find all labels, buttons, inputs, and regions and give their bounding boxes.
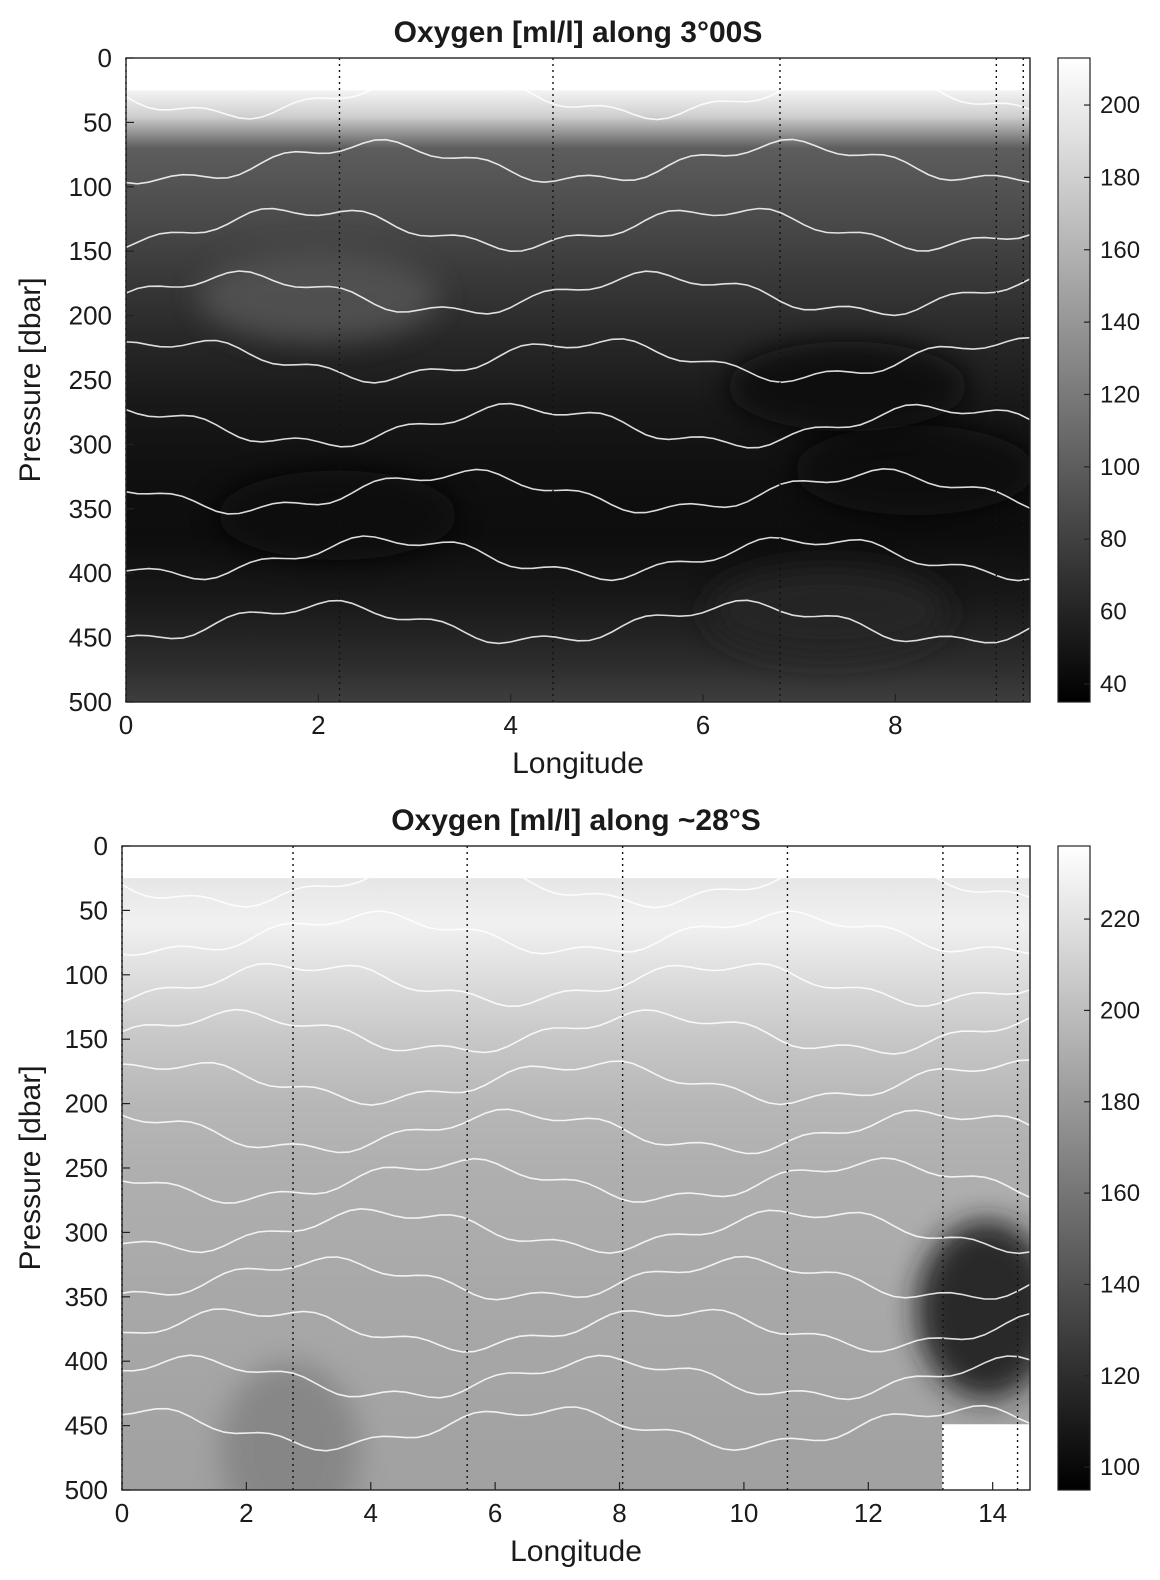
- y-tick-label: 250: [69, 365, 112, 395]
- x-tick-label: 0: [119, 710, 133, 740]
- colorbar-tick-label: 180: [1100, 1089, 1140, 1116]
- y-tick-label: 450: [65, 1411, 108, 1441]
- colorbar-tick-label: 60: [1100, 599, 1127, 626]
- y-tick-label: 350: [65, 1282, 108, 1312]
- colorbar-tick-label: 160: [1100, 1180, 1140, 1207]
- contour-line: [122, 910, 1030, 957]
- x-tick-label: 6: [488, 1498, 502, 1528]
- colorbar: [1057, 845, 1091, 1491]
- x-tick-label: 14: [978, 1498, 1007, 1528]
- y-tick-label: 0: [98, 43, 112, 73]
- contour-line: [126, 207, 1030, 253]
- contour-line: [126, 74, 1030, 121]
- colorbar-tick-label: 80: [1100, 526, 1127, 553]
- colorbar-tick-label: 120: [1100, 1363, 1140, 1390]
- y-tick-label: 200: [65, 1089, 108, 1119]
- feature-blob: [219, 1361, 360, 1490]
- chart-title: Oxygen [ml/l] along 3°00S: [394, 16, 763, 49]
- x-tick-label: 4: [364, 1498, 378, 1528]
- y-tick-label: 500: [65, 1475, 108, 1505]
- feature-blob: [708, 566, 949, 657]
- y-tick-label: 400: [65, 1346, 108, 1376]
- x-axis-label: Longitude: [512, 747, 644, 780]
- feature-blob: [198, 251, 439, 342]
- feature-blob: [727, 341, 968, 432]
- contour-field: [126, 58, 1030, 702]
- feature-blob: [916, 1219, 1030, 1400]
- y-tick-label: 150: [69, 236, 112, 266]
- colorbar: [1057, 57, 1091, 703]
- colorbar-tick-label: 100: [1100, 454, 1140, 481]
- chart-title: Oxygen [ml/l] along ~28°S: [391, 804, 761, 837]
- x-tick-label: 0: [115, 1498, 129, 1528]
- y-axis-label: Pressure [dbar]: [14, 1065, 47, 1270]
- contour-line: [122, 1108, 1030, 1155]
- x-tick-label: 2: [239, 1498, 253, 1528]
- contour-line: [122, 862, 1030, 909]
- y-tick-label: 250: [65, 1153, 108, 1183]
- x-tick-label: 10: [729, 1498, 758, 1528]
- contour-line: [126, 138, 1030, 185]
- y-tick-label: 350: [69, 494, 112, 524]
- x-tick-label: 8: [612, 1498, 626, 1528]
- contour-line: [126, 270, 1030, 317]
- contour-line: [126, 535, 1030, 582]
- x-tick-label: 2: [311, 710, 325, 740]
- contour-line: [122, 1404, 1030, 1452]
- y-axis-label: Pressure [dbar]: [14, 277, 47, 482]
- y-tick-label: 100: [69, 172, 112, 202]
- contour-line: [122, 1255, 1030, 1301]
- contour-line: [122, 1059, 1030, 1106]
- y-tick-label: 50: [79, 895, 108, 925]
- contour-line: [126, 599, 1030, 645]
- y-tick-label: 300: [69, 429, 112, 459]
- no-data-patch: [942, 1424, 1030, 1490]
- chart-oxygen-28s: Oxygen [ml/l] along ~28°S0 2 4 6 8 10 12 140501…: [14, 804, 1140, 1568]
- colorbar-tick-label: 160: [1100, 237, 1140, 264]
- y-tick-label: 300: [65, 1217, 108, 1247]
- x-axis-label: Longitude: [510, 1535, 642, 1568]
- colorbar-tick-label: 200: [1100, 997, 1140, 1024]
- y-tick-label: 450: [69, 623, 112, 653]
- x-tick-label: 6: [696, 710, 710, 740]
- colorbar-tick-label: 140: [1100, 309, 1140, 336]
- y-tick-label: 100: [65, 960, 108, 990]
- colorbar-tick-label: 220: [1100, 906, 1140, 933]
- y-tick-label: 500: [69, 687, 112, 717]
- x-tick-label: 4: [503, 710, 517, 740]
- y-tick-label: 400: [69, 558, 112, 588]
- contour-line: [122, 1157, 1030, 1204]
- colorbar-tick-label: 200: [1100, 92, 1140, 119]
- colorbar-tick-label: 120: [1100, 381, 1140, 408]
- contour-line: [122, 1008, 1030, 1055]
- contour-line: [122, 1207, 1030, 1255]
- y-tick-label: 50: [83, 107, 112, 137]
- feature-blob: [794, 425, 1030, 516]
- contour-line: [126, 402, 1030, 449]
- y-tick-label: 150: [65, 1024, 108, 1054]
- contour-line: [126, 467, 1030, 515]
- colorbar-tick-label: 40: [1100, 671, 1127, 698]
- contour-line: [122, 1308, 1030, 1353]
- feature-blob: [217, 470, 458, 561]
- colorbar-tick-label: 180: [1100, 164, 1140, 191]
- colorbar-tick-label: 140: [1100, 1271, 1140, 1298]
- contour-field: [122, 846, 1030, 1490]
- contour-line: [122, 1354, 1030, 1401]
- y-tick-label: 200: [69, 301, 112, 331]
- contour-line: [126, 336, 1030, 384]
- contour-line: [122, 962, 1030, 1008]
- colorbar-tick-label: 100: [1100, 1454, 1140, 1481]
- x-tick-label: 12: [854, 1498, 883, 1528]
- x-tick-label: 8: [888, 710, 902, 740]
- y-tick-label: 0: [94, 831, 108, 861]
